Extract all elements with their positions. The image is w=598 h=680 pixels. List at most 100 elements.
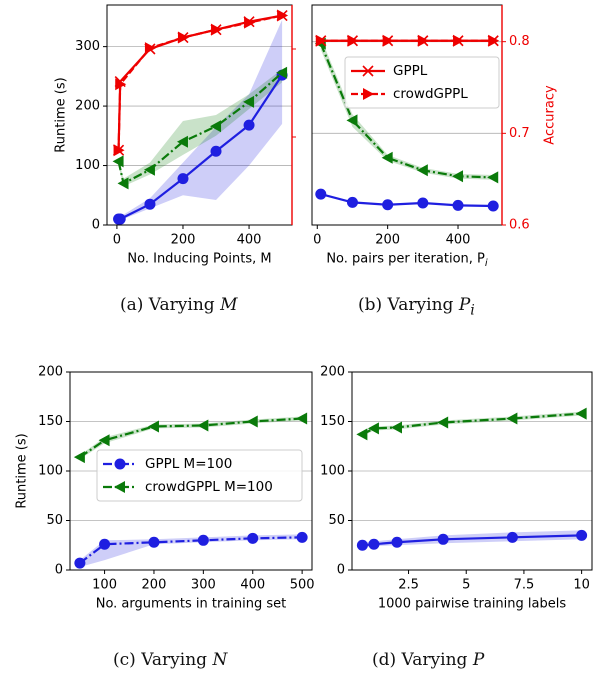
chart-a-series-1-point xyxy=(210,120,222,133)
chart-b-series-0-point-shape xyxy=(346,196,358,208)
chart-c-y-tick-label: 100 xyxy=(38,464,63,479)
chart-b-series-3-point xyxy=(453,34,465,47)
chart-a-series-1-point-shape xyxy=(112,155,124,168)
chart-c-series-1-point xyxy=(73,451,85,464)
chart-a-series-1-point xyxy=(243,95,255,108)
chart-b-series-0-point xyxy=(382,199,394,211)
caption-a: (a) Varying M xyxy=(120,295,238,315)
chart-c-series-0-point xyxy=(99,538,111,550)
chart-c-x-tick-label: 100 xyxy=(92,578,117,593)
chart-b-series-3-point-shape xyxy=(382,34,394,47)
chart-c-series-1-point xyxy=(296,412,308,425)
chart-a-series-0-point xyxy=(177,173,189,185)
chart-a-series-0-point-shape xyxy=(114,213,126,225)
chart-d-x-tick-label: 5 xyxy=(462,578,470,593)
chart-b-series-0-point xyxy=(417,197,429,209)
chart-a-series-0-point-shape xyxy=(177,173,189,185)
chart-d-series-0-point xyxy=(437,533,449,545)
chart-d-series-1-point-shape xyxy=(391,421,402,434)
chart-a-series-3-point xyxy=(244,16,256,29)
chart-d-series-1-point xyxy=(506,412,518,425)
chart-c-series-1-point xyxy=(147,420,159,433)
chart-d-series-1-point-shape xyxy=(356,428,368,441)
chart-d-series-0-point-shape xyxy=(368,538,380,550)
chart-c-legend xyxy=(96,449,303,502)
chart-b-series-1-point-shape xyxy=(381,151,393,164)
chart-c-series-0-point xyxy=(247,532,259,544)
chart-c-series-0-point xyxy=(148,536,160,548)
chart-b-series-1-point-shape xyxy=(487,171,499,184)
chart-b-series-1-point-shape xyxy=(452,170,464,183)
chart-c-y-tick-label: 200 xyxy=(38,365,63,380)
chart-b-y2-tick-label: 0.8 xyxy=(509,34,530,49)
chart-a-series-3-point xyxy=(115,78,127,91)
chart-c-x-tick-label: 300 xyxy=(191,578,216,593)
chart-c-legend-marker-shape xyxy=(114,458,126,470)
caption-b: (b) Varying Pi xyxy=(358,295,475,319)
chart-d-series-0-point-shape xyxy=(437,533,449,545)
chart-b-x-tick-label: 0 xyxy=(313,233,321,248)
chart-d-series-1-point-shape xyxy=(437,416,449,429)
chart-d-y-tick-label: 200 xyxy=(320,365,345,380)
chart-b-legend-marker xyxy=(362,65,374,77)
chart-b-series-3-point-shape xyxy=(488,34,500,47)
chart-d-series-0-point-shape xyxy=(356,539,368,551)
chart-a-series-0-point xyxy=(210,145,222,157)
chart-b-series-1-point xyxy=(487,171,499,184)
chart-c-series-1-point-shape xyxy=(147,420,159,433)
chart-b-series-0-point xyxy=(452,199,464,211)
chart-a-series-1-point-shape xyxy=(276,66,288,79)
chart-c-series-1-point xyxy=(98,434,110,447)
chart-a-y-tick-label: 200 xyxy=(75,99,100,114)
chart-b-series-1-point-shape xyxy=(416,164,428,177)
chart-b-series-0-point-shape xyxy=(452,199,464,211)
chart-b-series-1-point xyxy=(381,151,393,164)
chart-a-series-3-point-shape xyxy=(177,31,189,44)
chart-d-series-1-point xyxy=(367,422,379,435)
chart-c-y-tick-label: 150 xyxy=(38,414,63,429)
chart-c-series-0-point-shape xyxy=(99,538,111,550)
chart-b-y2-tick-label: 0.7 xyxy=(509,126,530,141)
chart-c-series-0-point xyxy=(197,534,209,546)
chart-b-series-1-point xyxy=(346,114,358,127)
chart-c-series-1-point-shape xyxy=(98,434,110,447)
chart-d-y-tick-label: 0 xyxy=(337,563,345,578)
caption-d: (d) Varying P xyxy=(372,650,485,670)
chart-a-series-3-point xyxy=(211,23,223,36)
chart-b-legend-marker-shape xyxy=(363,88,374,100)
chart-d-y-tick-label: 50 xyxy=(328,513,345,528)
chart-c-x-tick-label: 400 xyxy=(240,578,265,593)
chart-d-series-1-point xyxy=(391,421,402,434)
chart-a-series-1-point-shape xyxy=(143,163,155,176)
chart-b-xlabel: No. pairs per iteration, Pi xyxy=(326,252,488,270)
chart-a-series-3-point xyxy=(177,31,189,44)
chart-d-series-0-point xyxy=(368,538,380,550)
chart-c-series-1-point-shape xyxy=(296,412,308,425)
chart-b-series-3-point xyxy=(382,34,394,47)
chart-b-series-0-point-shape xyxy=(382,199,394,211)
chart-a-series-3-point xyxy=(277,9,289,22)
chart-b-series-3-point xyxy=(417,34,429,47)
chart-c-series-0-point-shape xyxy=(296,531,308,543)
chart-a-series-0-point xyxy=(114,213,126,225)
chart-b-series-1-point xyxy=(416,164,428,177)
chart-c-x-tick-label: 200 xyxy=(142,578,167,593)
chart-c-series-1-point-shape xyxy=(246,415,258,428)
chart-d-series-0-point xyxy=(576,529,588,541)
chart-c-legend-label: GPPL M=100 xyxy=(145,456,232,472)
chart-b-y2label: Accuracy xyxy=(543,85,558,145)
chart-a-series-1-point xyxy=(276,66,288,79)
chart-b-legend-label: GPPL xyxy=(393,63,428,79)
chart-b-series-3-point-shape xyxy=(315,34,327,47)
chart-c-series-1-point xyxy=(197,419,209,432)
chart-d-series-0-point xyxy=(356,539,368,551)
chart-a-series-1-point xyxy=(112,155,124,168)
chart-d-series-1-point-shape xyxy=(367,422,379,435)
chart-b-x-tick-label: 200 xyxy=(375,233,400,248)
chart-b-series-3-point-shape xyxy=(417,34,429,47)
chart-a-series-3-point-shape xyxy=(277,9,289,22)
chart-a-series-0-point-shape xyxy=(243,119,255,131)
chart-c-series-0-point-shape xyxy=(148,536,160,548)
chart-c-y-tick-label: 50 xyxy=(46,513,63,528)
